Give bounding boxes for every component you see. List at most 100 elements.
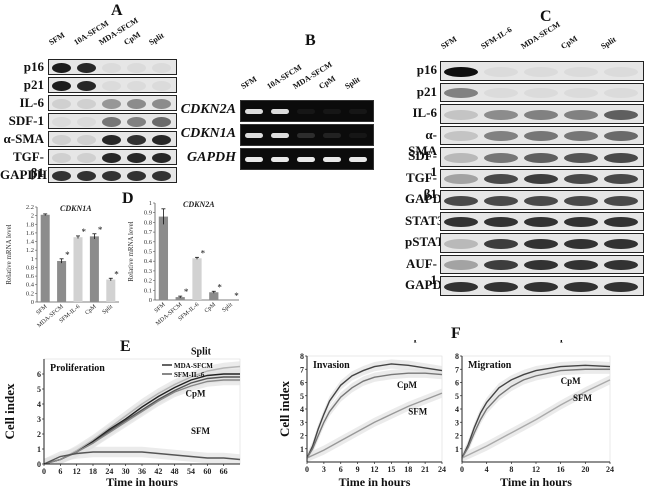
blot-strip-p16 <box>48 59 177 75</box>
blot-strip-cdkn2a <box>240 100 374 122</box>
blot-band <box>524 66 558 77</box>
row-label-auf-1: AUF-1 <box>405 255 437 287</box>
blot-strip-auf-1 <box>440 254 644 274</box>
blot-band <box>604 260 638 271</box>
row-label-gapdh: GAPDH <box>405 277 452 293</box>
y-tick-label: 2.2 <box>26 204 34 211</box>
x-tick-label: 30 <box>122 467 130 476</box>
panel-label-e: E <box>120 338 131 355</box>
blot-band <box>524 238 558 249</box>
panel-label-f: F <box>451 325 461 342</box>
bar-sfm-il-6 <box>192 258 202 300</box>
blot-band <box>524 195 558 206</box>
x-tick-label: 15 <box>387 465 395 474</box>
blot-band <box>52 135 71 145</box>
blot-band <box>152 135 171 145</box>
blot-band <box>152 81 171 91</box>
row-label-il-6: IL-6 <box>412 105 437 121</box>
blot-band <box>77 99 96 109</box>
blot-band <box>52 117 71 127</box>
chart-title: Proliferation <box>50 363 105 374</box>
x-tick-label: 60 <box>203 467 211 476</box>
blot-band <box>484 66 518 77</box>
x-tick-label: 9 <box>356 465 360 474</box>
y-tick-label: 0.4 <box>26 282 35 289</box>
blot-band <box>484 88 518 99</box>
x-tick-label: 42 <box>154 467 162 476</box>
x-tick-label: 18 <box>89 467 97 476</box>
series-line-sfm <box>306 392 443 459</box>
blot-band <box>152 99 171 109</box>
blot-band <box>444 281 478 292</box>
row-label-p21: p21 <box>23 76 44 92</box>
blot-band <box>127 81 146 91</box>
blot-band <box>444 152 478 163</box>
blot-band <box>484 217 518 228</box>
y-tick-label: 7 <box>455 365 459 374</box>
error-band-split <box>462 360 610 462</box>
y-tick-label: 0.8 <box>26 264 34 271</box>
gel-band <box>245 157 263 162</box>
bar-sfm <box>158 216 169 300</box>
blot-band <box>444 174 478 185</box>
curve-label-cpm: CpM <box>561 376 582 386</box>
row-label-sdf-1: SDF-1 <box>8 112 44 128</box>
x-tick-label: 0 <box>305 465 309 474</box>
blot-strip-il-6 <box>440 104 644 124</box>
y-tick-label: 6 <box>300 379 304 388</box>
blot-band <box>524 260 558 271</box>
blot-band <box>102 153 121 163</box>
row-label-gapdh: GAPDH <box>0 166 47 182</box>
blot-band <box>604 195 638 206</box>
x-tick-label: 21 <box>421 465 429 474</box>
blot-band <box>564 281 598 292</box>
blot-band <box>564 88 598 99</box>
x-tick-label-split: Split <box>221 302 234 314</box>
gel-band <box>349 157 367 162</box>
curve-label-split: Split <box>555 340 576 343</box>
blot-band <box>604 152 638 163</box>
blot-band <box>77 135 96 145</box>
bar-chart-cdkn1a: 0 0.20.4 0.6 0.81 1.21.4 1.6 1.82 2.2 Relative m… <box>5 204 119 329</box>
blot-strip-gapdh <box>48 167 177 183</box>
column-label-sfm: SFM <box>439 34 459 51</box>
row-label-il-6: IL-6 <box>19 94 44 110</box>
legend-entry-mda-sfcm: MDA-SFCM <box>174 362 213 370</box>
x-tick-label: 24 <box>606 465 614 474</box>
significance-marker: * <box>201 248 206 258</box>
gel-band <box>271 109 289 114</box>
x-tick-label-sfm: SFM <box>35 304 49 317</box>
blot-band <box>444 217 478 228</box>
y-tick-label: 0 <box>31 299 34 306</box>
bar-cpm <box>89 236 99 302</box>
blot-band <box>484 152 518 163</box>
gel-band <box>297 157 315 162</box>
x-axis-label: Time in hours <box>339 475 411 488</box>
blot-band <box>444 238 478 249</box>
curve-label-cpm: CpM <box>186 389 207 399</box>
blot-strip-il-6 <box>48 95 177 111</box>
x-tick-label: 24 <box>105 467 113 476</box>
chart-title: Migration <box>468 360 512 371</box>
y-tick-label: 0.9 <box>144 210 152 217</box>
x-tick-label-split: Split <box>102 304 115 316</box>
column-label-split: Split <box>599 34 618 51</box>
blot-strip-p21 <box>48 77 177 93</box>
blot-band <box>152 153 171 163</box>
blot-band <box>524 281 558 292</box>
blot-band <box>77 171 96 181</box>
blot-strip-gapdh <box>440 276 644 296</box>
x-tick-label: 6 <box>58 467 62 476</box>
gel-band <box>245 109 263 114</box>
blot-band <box>152 171 171 181</box>
blot-strip-tgf-beta1 <box>440 168 644 188</box>
blot-band <box>604 281 638 292</box>
blot-strip-cdkn1a <box>240 124 374 146</box>
error-band-cpm <box>307 368 442 462</box>
gel-band <box>323 133 341 138</box>
row-label-p16: p16 <box>416 62 437 78</box>
error-band-sfm <box>462 375 610 462</box>
significance-marker: * <box>114 269 119 279</box>
